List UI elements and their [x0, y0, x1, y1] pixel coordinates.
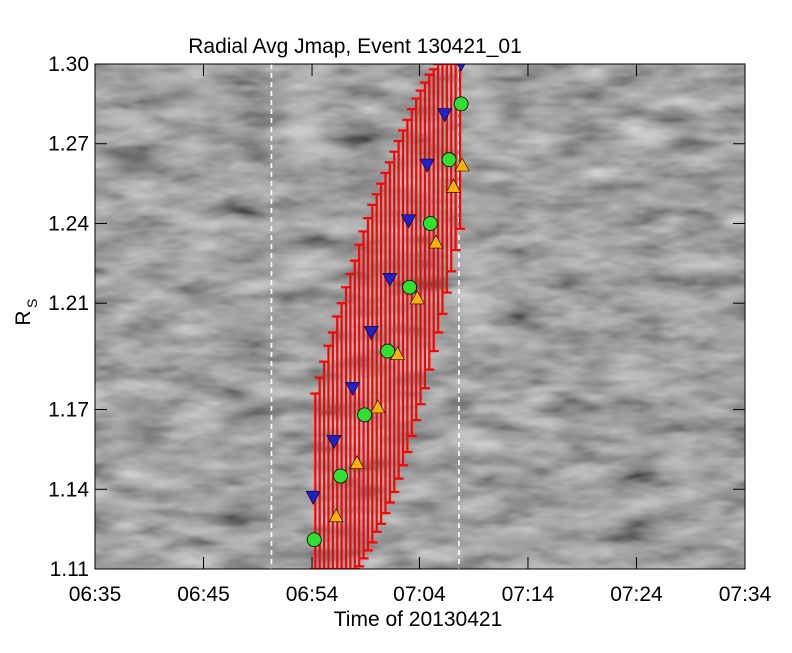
marker-triangle-down-4	[382, 272, 398, 287]
chart-title: Radial Avg Jmap, Event 130421_01	[188, 35, 522, 58]
y-axis-label-sub: S	[24, 299, 40, 308]
axis-ticks: 06:35 06:45 06:54 07:04 07:14 07:24 07:34 1.11 1…	[48, 53, 771, 606]
x-tick-label-2: 06:54	[286, 583, 339, 606]
x-tick-label-4: 07:14	[502, 583, 555, 606]
marker-circle-0	[306, 532, 322, 548]
y-tick-label-3: 1.21	[48, 292, 89, 315]
y-tick-label-2: 1.17	[48, 399, 89, 422]
y-tick-label-6: 1.30	[48, 53, 89, 76]
marker-circle-6	[441, 152, 457, 168]
y-tick-label-5: 1.27	[48, 133, 89, 156]
marker-triangle-down-5	[400, 214, 416, 229]
x-tick-label-3: 07:04	[393, 583, 446, 606]
marker-triangle-down-0	[305, 490, 321, 505]
y-tick-label-1: 1.14	[48, 478, 89, 501]
y-tick-label-0: 1.11	[50, 558, 89, 581]
y-axis-label: R S	[12, 299, 40, 326]
marker-triangle-up-4	[409, 290, 425, 305]
marker-triangle-up-7	[454, 157, 470, 172]
marker-triangle-down-7	[437, 108, 453, 123]
x-tick-label-6: 07:34	[719, 583, 772, 606]
marker-triangle-up-2	[370, 399, 386, 414]
marker-triangle-down-1	[326, 435, 342, 450]
y-axis-label-main: R	[12, 310, 35, 325]
marker-circle-7	[453, 96, 469, 112]
marker-triangle-down-2	[345, 381, 361, 396]
marker-triangle-down-6	[419, 158, 435, 173]
x-tick-label-1: 06:45	[177, 583, 230, 606]
marker-triangle-up-0	[328, 508, 344, 523]
marker-circle-4	[402, 279, 417, 295]
marker-triangle-down-3	[363, 326, 379, 341]
marker-triangle-up-1	[349, 455, 365, 469]
x-axis-label: Time of 20130421	[334, 608, 503, 631]
marker-circle-5	[423, 216, 438, 231]
marker-circle-1	[333, 468, 348, 484]
marker-triangle-up-6	[445, 178, 461, 193]
plot-frame	[94, 63, 746, 570]
y-tick-label-4: 1.24	[48, 212, 89, 235]
x-tick-label-5: 07:24	[610, 583, 663, 606]
marker-triangle-up-5	[428, 234, 444, 249]
x-tick-label-0: 06:35	[69, 583, 122, 606]
error-bars	[310, 64, 466, 569]
marker-circle-2	[357, 407, 373, 423]
markers	[305, 64, 470, 548]
marker-circle-3	[380, 343, 396, 359]
